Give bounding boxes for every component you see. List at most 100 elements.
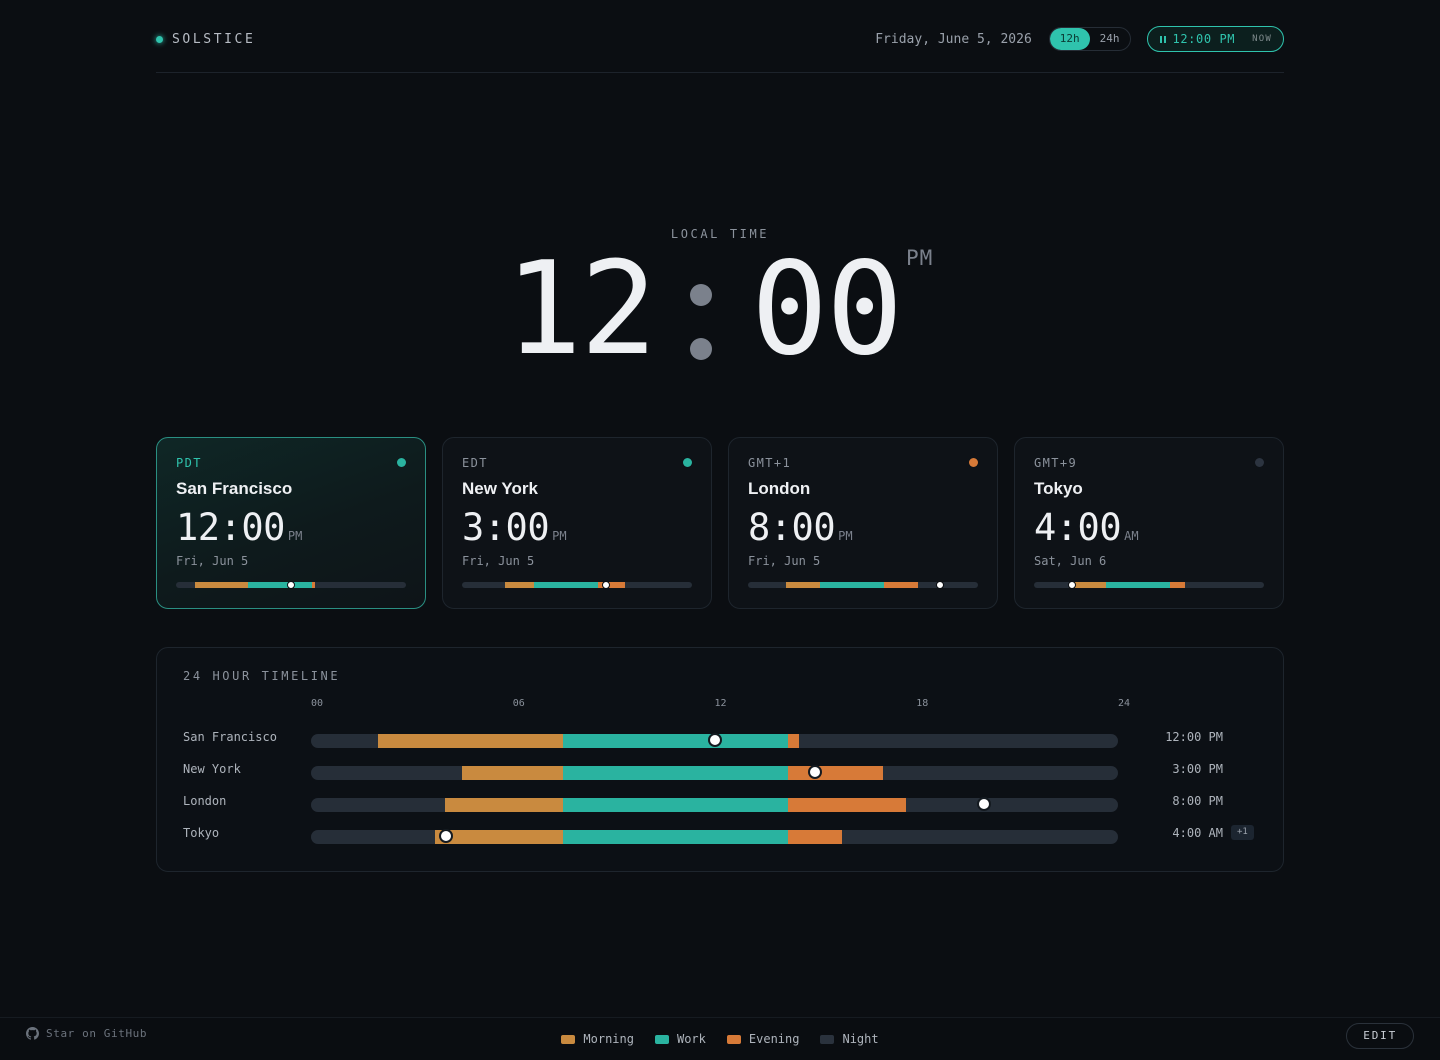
now-button[interactable]: 12:00 PM NOW [1146,26,1284,52]
brand[interactable]: SOLSTICE [156,32,255,47]
card-time: 4:00 AM [1034,506,1139,549]
day-segment-evening [1170,582,1186,588]
legend-label: Night [842,1032,879,1046]
card-time: 8:00 PM [748,506,853,549]
hero-ampm: PM [906,246,934,270]
edit-button[interactable]: EDIT [1346,1023,1414,1049]
day-offset-badge: +1 [1231,825,1254,840]
card-timezone: GMT+1 [748,456,792,470]
timeline-row[interactable]: London 8:00 PM [157,792,1283,812]
status-dot-icon [1255,458,1264,467]
app-name: SOLSTICE [172,31,256,47]
colon-top-dot [690,284,712,306]
card-city-name: London [748,479,811,498]
phase-legend: Morning Work Evening Night [0,1032,1440,1046]
timeline-day-bar [311,830,1118,844]
day-segment-work [563,766,789,780]
github-link[interactable]: Star on GitHub [26,1027,147,1040]
legend-label: Morning [583,1032,634,1046]
day-segment-morning [462,766,564,780]
header-controls: Friday, June 5, 2026 12h 24h 12:00 PM NO… [875,26,1284,52]
day-segment-evening [788,830,843,844]
github-label: Star on GitHub [46,1027,148,1040]
day-segment-work [563,830,789,844]
card-current-time-marker [935,581,944,589]
card-city-name: San Francisco [176,479,293,498]
timeline-current-time-marker[interactable] [438,829,453,843]
timeline-city-name: San Francisco [183,730,277,744]
card-date: Fri, Jun 5 [176,554,249,568]
card-date: Fri, Jun 5 [462,554,535,568]
hero-hours: 12 [505,235,657,384]
timeline-city-time: 12:00 PM [1165,730,1223,744]
card-date: Sat, Jun 6 [1034,554,1107,568]
format-24h-button[interactable]: 24h [1099,32,1120,45]
timeline-panel: 24 HOUR TIMELINE 00 06 12 18 24 San Francisc… [156,647,1284,872]
day-segment-evening [598,582,625,588]
card-day-bar [1034,582,1264,588]
legend-label: Work [676,1032,706,1046]
card-time-value: 4:00 [1034,506,1122,549]
city-card[interactable]: GMT+9 Tokyo 4:00 AM Sat, Jun 6 [1014,437,1284,609]
app-header: SOLSTICE Friday, June 5, 2026 12h 24h 12… [156,24,1284,54]
day-segment-morning [378,734,564,748]
local-time-label: LOCAL TIME [670,227,770,241]
timeline-title: 24 HOUR TIMELINE [183,669,341,683]
legend-swatch [654,1034,669,1044]
day-segment-work [1105,582,1171,588]
status-dot-icon [397,458,406,467]
timeline-tick: 06 [512,698,525,709]
timeline-row[interactable]: San Francisco 12:00 PM [157,728,1283,748]
format-12h-button[interactable]: 12h [1049,28,1090,50]
timeline-city-time: 4:00 AM [1172,826,1223,840]
legend-item-work: Work [654,1032,706,1046]
timeline-current-time-marker[interactable] [808,765,823,779]
card-ampm: PM [287,529,303,543]
day-segment-morning [1069,582,1106,588]
timeline-city-time: 3:00 PM [1172,762,1223,776]
timeline-tick: 12 [714,698,727,709]
card-city-name: New York [462,479,538,498]
city-card[interactable]: GMT+1 London 8:00 PM Fri, Jun 5 [728,437,998,609]
day-segment-morning [435,830,564,844]
city-card[interactable]: EDT New York 3:00 PM Fri, Jun 5 [442,437,712,609]
legend-swatch [820,1034,835,1044]
timeline-city-name: Tokyo [183,826,220,840]
time-format-toggle[interactable]: 12h 24h [1048,27,1131,51]
now-label: NOW [1252,34,1272,44]
hero-clock: 12 00 PM [505,240,945,380]
timeline-current-time-marker[interactable] [707,733,722,747]
github-icon [26,1027,39,1040]
pause-icon [1159,35,1166,43]
card-city-name: Tokyo [1034,479,1083,498]
day-segment-work [563,798,789,812]
card-ampm: PM [552,529,567,543]
day-segment-work [247,582,313,588]
timeline-current-time-marker[interactable] [976,797,991,811]
day-segment-evening [884,582,918,588]
day-segment-morning [195,582,248,588]
card-time-value: 3:00 [462,506,550,549]
timeline-tick: 00 [311,698,324,709]
legend-swatch [726,1034,741,1044]
city-card[interactable]: PDT San Francisco 12:00 PM Fri, Jun 5 [156,437,426,609]
timeline-day-bar [311,798,1118,812]
timeline-tick: 18 [916,698,929,709]
card-ampm: PM [838,529,853,543]
timeline-row[interactable]: Tokyo 4:00 AM +1 [157,824,1283,844]
timeline-tick: 24 [1118,698,1131,709]
brand-dot-icon [156,35,163,43]
card-ampm: AM [1124,529,1139,543]
card-day-bar [462,582,692,588]
day-segment-evening [788,766,883,780]
status-dot-icon [683,458,692,467]
hero-minutes: 00 [751,235,903,384]
legend-swatch [561,1034,576,1044]
header-divider [156,72,1284,73]
day-segment-morning [445,798,564,812]
card-current-time-marker [287,581,295,589]
day-segment-morning [786,582,820,588]
timeline-row[interactable]: New York 3:00 PM [157,760,1283,780]
day-segment-work [563,734,789,748]
card-timezone: EDT [462,456,488,470]
